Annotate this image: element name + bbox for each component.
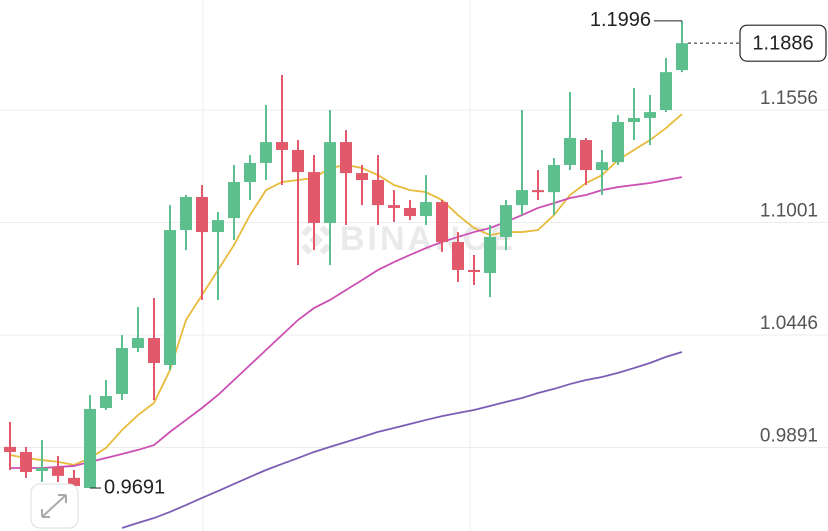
watermark-logo (301, 225, 331, 255)
candle-body (596, 162, 608, 171)
candle-body (436, 202, 448, 242)
y-tick-label: 1.1556 (760, 88, 818, 109)
candle-body (500, 205, 512, 237)
candle-body (324, 142, 336, 223)
candle-body (340, 142, 352, 174)
candle-body (420, 202, 432, 217)
plot-area: 0.9891 1.0446 1.1001 1.1556 (0, 20, 828, 529)
candle-body (356, 173, 368, 180)
candle-body (484, 236, 496, 273)
candle-body (36, 467, 48, 472)
candle-body (644, 112, 656, 118)
candle-body (212, 220, 224, 233)
candle-body (164, 230, 176, 366)
candle-body (516, 190, 528, 206)
candle-body (404, 207, 416, 217)
candle-body (4, 446, 16, 452)
y-tick-label: 1.0446 (760, 313, 818, 334)
y-tick-label: 0.9891 (760, 426, 818, 447)
candle-body (180, 196, 192, 231)
high-marker-label: 1.1996 (590, 9, 651, 31)
last-price-box (739, 24, 827, 62)
candle-body (52, 466, 64, 476)
candle-body (612, 122, 624, 163)
candle-body (244, 162, 256, 182)
candle-body (292, 149, 304, 173)
candle-body (660, 72, 672, 111)
watermark: BINANCE (301, 220, 513, 258)
candle-body (468, 269, 480, 272)
candle-body (260, 142, 272, 163)
candle-body (580, 140, 592, 171)
moving-average-line (10, 176, 683, 469)
candle-body (452, 241, 464, 270)
candle-body (628, 117, 640, 123)
candle-body (196, 196, 208, 233)
candle-body (132, 338, 144, 348)
candle-body (308, 172, 320, 223)
candle-body (100, 396, 112, 408)
candle-body (84, 408, 96, 489)
moving-average-line (121, 351, 683, 529)
low-marker-label: 0.9691 (104, 476, 165, 498)
candle-body (676, 43, 688, 71)
candle-body (388, 205, 400, 208)
expand-button[interactable] (30, 483, 79, 529)
last-price-label: 1.1886 (752, 32, 813, 54)
candle-body (148, 338, 160, 363)
candle-body (564, 138, 576, 165)
candle-body (372, 179, 384, 206)
y-tick-label: 1.1001 (760, 201, 818, 222)
candle-body (548, 164, 560, 193)
candle-body (116, 347, 128, 394)
candle-body (68, 477, 80, 487)
candle-body (20, 451, 32, 473)
expand-icon (41, 494, 67, 518)
candle-body (228, 181, 240, 219)
candle-body (532, 190, 544, 193)
candle-body (276, 142, 288, 150)
